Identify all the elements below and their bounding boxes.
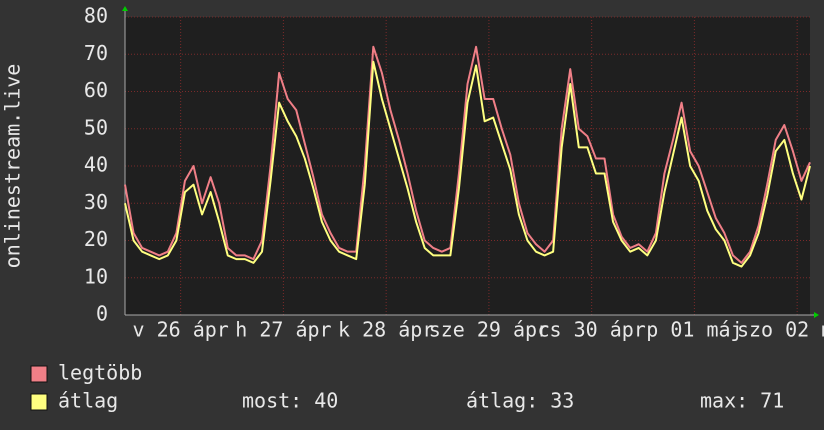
x-tick-label: cs 30 ápr <box>537 318 645 342</box>
legend-swatch <box>30 393 48 411</box>
series-line <box>124 45 811 264</box>
y-tick-label: 10 <box>84 264 108 288</box>
stat-label: most: <box>242 389 302 413</box>
stat-label: max: <box>700 389 748 413</box>
y-tick-label: 0 <box>96 302 108 326</box>
series-line <box>124 60 811 268</box>
axis-arrow <box>814 312 819 318</box>
stat-value: 33 <box>550 389 574 413</box>
x-tick-label: sze 29 ápr <box>429 318 549 342</box>
x-tick-label: szo 02 máj <box>737 318 824 342</box>
y-tick-label: 40 <box>84 153 108 177</box>
x-tick-label: h 27 ápr <box>235 318 331 342</box>
x-tick-label: v 26 ápr <box>132 318 228 342</box>
x-tick-label: p 01 máj <box>646 318 742 342</box>
y-tick-label: 30 <box>84 190 108 214</box>
stat-label: átlag: <box>466 389 538 413</box>
y-tick-label: 70 <box>84 41 108 65</box>
y-tick-label: 80 <box>84 4 108 28</box>
stat-value: 40 <box>314 389 338 413</box>
legend-label: legtöbb <box>58 361 142 385</box>
x-tick-label: k 28 ápr <box>338 318 434 342</box>
legend-swatch <box>30 365 48 383</box>
legend-label: átlag <box>58 389 118 413</box>
y-tick-label: 20 <box>84 227 108 251</box>
y-axis-label: onlinestream.live <box>1 64 25 269</box>
stat-value: 71 <box>760 389 784 413</box>
y-tick-label: 60 <box>84 78 108 102</box>
y-tick-label: 50 <box>84 115 108 139</box>
axis-arrow <box>122 6 128 11</box>
